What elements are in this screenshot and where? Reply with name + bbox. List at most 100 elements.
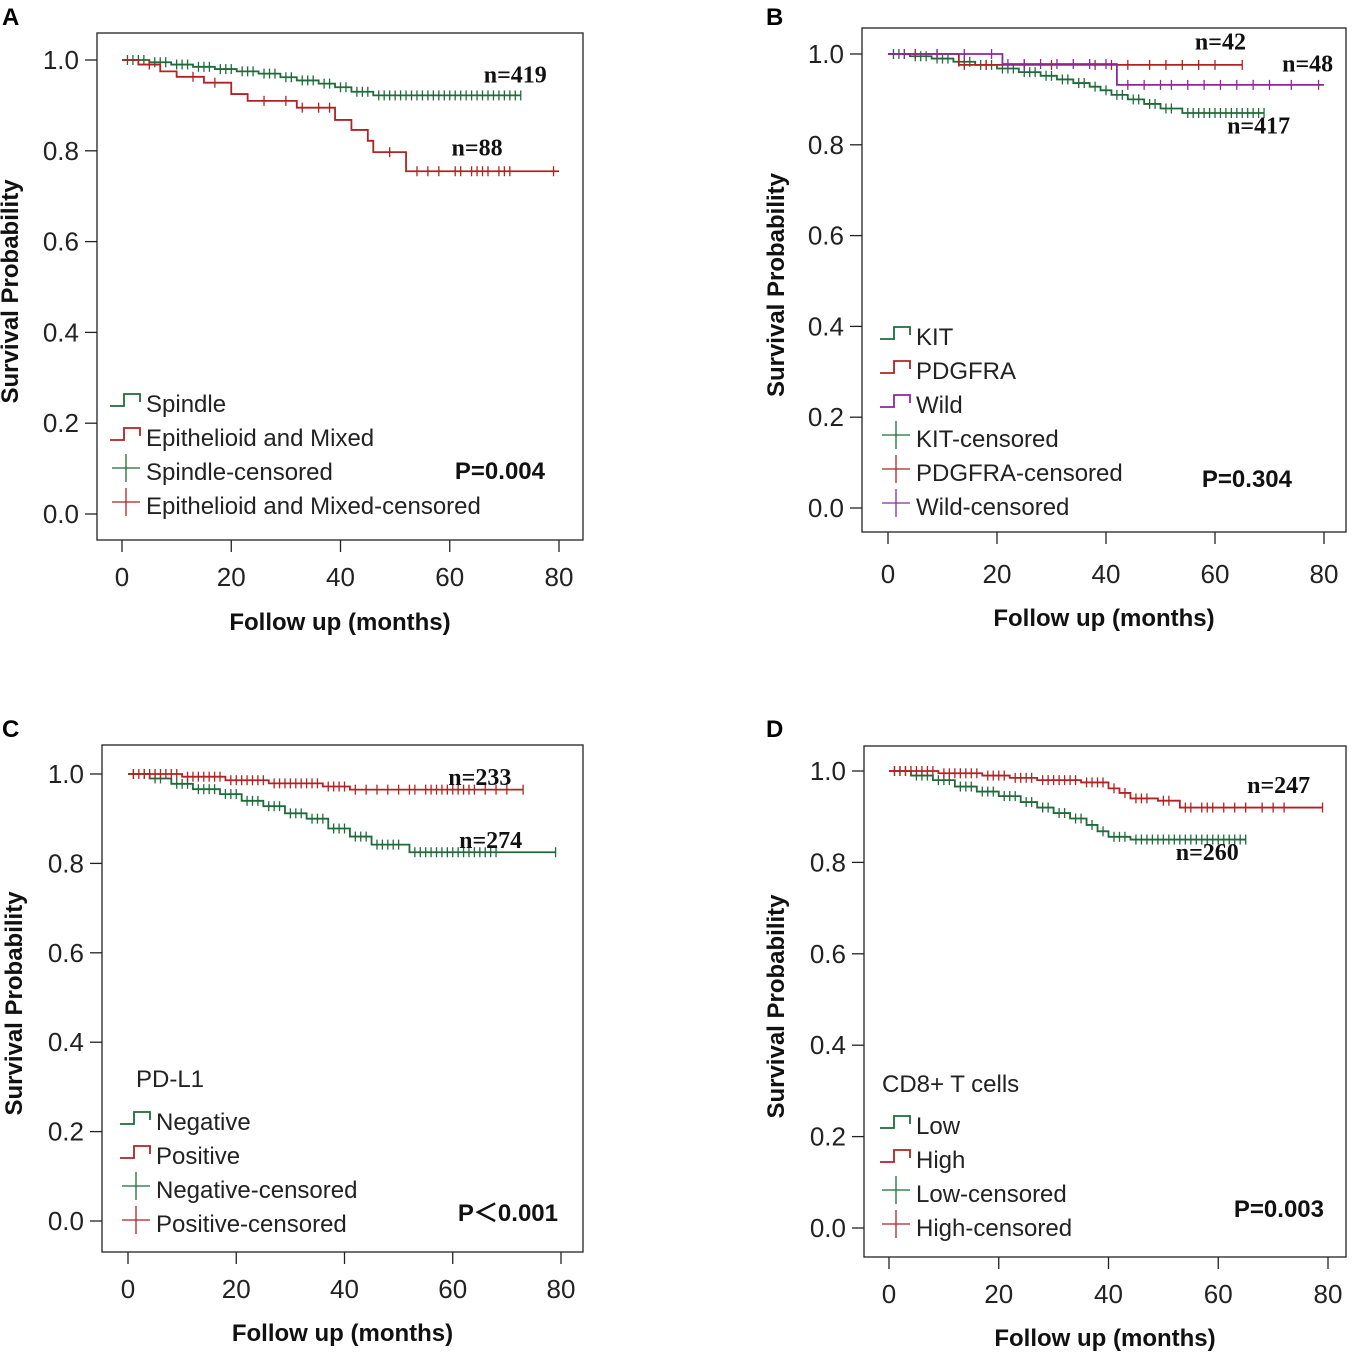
- panel-d-x-tick-label: 40: [1094, 1279, 1123, 1309]
- panel-b-legend: KIT PDGFRA Wild KIT-censored PDGFRA-censored…: [880, 324, 1123, 521]
- panel-c: C 0.0 0.2 0.4 0.6 0.8 1.0 0 20 40 60 80 Follow up (m…: [1, 716, 584, 1347]
- panel-b-y-axis-title: Survival Probability: [763, 172, 790, 397]
- panel-b-n-label: n=48: [1282, 51, 1333, 77]
- panel-c-legend-step-icon: [120, 1111, 151, 1125]
- panel-d-x-tick-label: 0: [882, 1279, 896, 1309]
- panel-c-x-axis-title: Follow up (months): [232, 1320, 453, 1347]
- panel-a-legend: Spindle Epithelioid and Mixed Spindle-cens…: [110, 391, 481, 520]
- panel-b: B 0.0 0.2 0.4 0.6 0.8 1.0 0 20 40 60 80 Follow up (m…: [763, 4, 1347, 632]
- panel-c-y-tick-label: 0.6: [48, 938, 84, 968]
- panel-c-legend: Negative Positive Negative-censored Positiv…: [120, 1109, 357, 1238]
- panel-c-x-tick-label: 0: [121, 1274, 135, 1304]
- panel-b-n-label: n=42: [1195, 29, 1246, 55]
- panel-d-survival-curve: [889, 770, 1246, 841]
- panel-d-y-tick-label: 1.0: [810, 756, 846, 786]
- panel-b-y-tick-label: 0.6: [808, 221, 844, 251]
- panel-b-x-tick-label: 20: [983, 559, 1012, 589]
- panel-a-p-value: P=0.004: [455, 458, 546, 485]
- panel-b-legend-label: Wild: [916, 392, 963, 419]
- panel-c-plot-frame: [101, 744, 584, 1253]
- panel-d-n-label: n=247: [1247, 773, 1310, 799]
- panel-d-series-high: n=247: [889, 766, 1324, 813]
- panel-a-x-tick-label: 0: [115, 562, 129, 592]
- panel-c-y-tick-label: 0.0: [48, 1206, 84, 1236]
- panel-a-n-label: n=88: [452, 135, 503, 161]
- panel-b-legend-step-icon: [880, 360, 911, 374]
- panel-d: D 0.0 0.2 0.4 0.6 0.8 1.0 0 20 40 60 80 Follow up (m…: [763, 716, 1347, 1352]
- panel-c-y-tick-label: 1.0: [48, 759, 84, 789]
- panel-d-y-tick-label: 0.2: [810, 1122, 846, 1152]
- panel-b-legend-label: KIT: [916, 324, 954, 351]
- panel-b-p-value: P=0.304: [1202, 466, 1293, 493]
- panel-d-y-tick-label: 0.8: [810, 847, 846, 877]
- panel-c-series-positive: n=233: [128, 765, 524, 795]
- panel-c-legend-label: Negative-censored: [156, 1177, 357, 1204]
- panel-b-letter: B: [766, 4, 783, 31]
- panel-c-legend-step-icon: [120, 1145, 151, 1159]
- panel-d-letter: D: [766, 716, 783, 743]
- panel-c-n-label: n=274: [459, 828, 522, 854]
- panel-c-legend-label: Positive-censored: [156, 1211, 347, 1238]
- panel-b-y-tick-label: 0.0: [808, 493, 844, 523]
- panel-b-series-wild: n=48: [888, 49, 1333, 90]
- panel-b-legend-label: KIT-censored: [916, 426, 1059, 453]
- panel-d-y-tick-label: 0.4: [810, 1030, 846, 1060]
- panel-a-y-tick-label: 1.0: [43, 45, 79, 75]
- panel-d-x-tick-label: 20: [984, 1279, 1013, 1309]
- panel-a-y-tick-label: 0.6: [43, 227, 79, 257]
- panel-b-legend-label: PDGFRA: [916, 358, 1016, 385]
- panel-b-series-pdgfra: n=42: [888, 29, 1246, 70]
- panel-d-x-tick-label: 60: [1204, 1279, 1233, 1309]
- panel-b-y-tick-label: 0.4: [808, 311, 844, 341]
- panel-c-x-tick-label: 80: [547, 1274, 576, 1304]
- panel-b-legend-label: PDGFRA-censored: [916, 460, 1123, 487]
- panel-b-y-tick-label: 1.0: [808, 39, 844, 69]
- panel-c-p-value: P＜0.001: [458, 1200, 558, 1227]
- panel-c-x-tick-label: 60: [438, 1274, 467, 1304]
- panel-a-y-tick-label: 0.8: [43, 136, 79, 166]
- panel-a-series-spindle: n=419: [122, 55, 547, 101]
- panel-b-survival-curve: [888, 53, 1265, 114]
- panel-a-series-epithelioid-and-mixed: n=88: [122, 59, 559, 177]
- panel-d-plot-frame: [863, 745, 1347, 1258]
- panel-b-y-tick-label: 0.8: [808, 130, 844, 160]
- panel-a-x-tick-label: 80: [545, 562, 574, 592]
- panel-b-legend-step-icon: [880, 394, 911, 408]
- panel-a-x-tick-label: 40: [326, 562, 355, 592]
- panel-c-y-tick-label: 0.8: [48, 848, 84, 878]
- panel-d-x-axis-title: Follow up (months): [994, 1325, 1215, 1352]
- panel-c-survival-curve: [128, 773, 524, 791]
- panel-d-legend-label: High-censored: [916, 1215, 1072, 1242]
- panel-c-x-tick-label: 20: [222, 1274, 251, 1304]
- panel-d-y-tick-label: 0.6: [810, 939, 846, 969]
- panel-a-y-tick-label: 0.0: [43, 499, 79, 529]
- panel-c-y-tick-label: 0.4: [48, 1027, 84, 1057]
- panel-b-survival-curve: [888, 53, 1324, 86]
- panel-b-x-tick-label: 40: [1092, 559, 1121, 589]
- panel-c-series-negative: n=274: [128, 769, 557, 858]
- panel-c-legend-label: Positive: [156, 1143, 240, 1170]
- panel-d-n-label: n=260: [1176, 840, 1239, 866]
- panel-b-plot-frame: [861, 27, 1347, 533]
- panel-a-x-tick-label: 20: [217, 562, 246, 592]
- panel-b-y-tick-label: 0.2: [808, 402, 844, 432]
- panel-c-x-tick-label: 40: [330, 1274, 359, 1304]
- panel-b-x-axis-title: Follow up (months): [993, 605, 1214, 632]
- panel-a-letter: A: [2, 4, 19, 31]
- panel-b-x-tick-label: 0: [881, 559, 895, 589]
- panel-d-legend-step-icon: [880, 1115, 911, 1129]
- panel-a-x-axis-title: Follow up (months): [229, 609, 450, 636]
- panel-c-n-label: n=233: [448, 765, 511, 791]
- panel-d-p-value: P=0.003: [1234, 1196, 1324, 1223]
- panel-d-legend: Low High Low-censored High-censored: [880, 1113, 1072, 1242]
- panel-c-letter: C: [2, 716, 19, 743]
- panel-a-legend-label: Spindle: [146, 391, 226, 418]
- panel-d-y-tick-label: 0.0: [810, 1213, 846, 1243]
- panel-a-y-tick-label: 0.2: [43, 408, 79, 438]
- panel-a-y-axis-title: Survival Probability: [0, 179, 24, 404]
- panel-b-legend-label: Wild-censored: [916, 494, 1069, 521]
- panel-b-n-label: n=417: [1227, 113, 1290, 139]
- panel-c-legend-title: PD-L1: [136, 1066, 204, 1093]
- panel-d-legend-title: CD8+ T cells: [882, 1071, 1019, 1098]
